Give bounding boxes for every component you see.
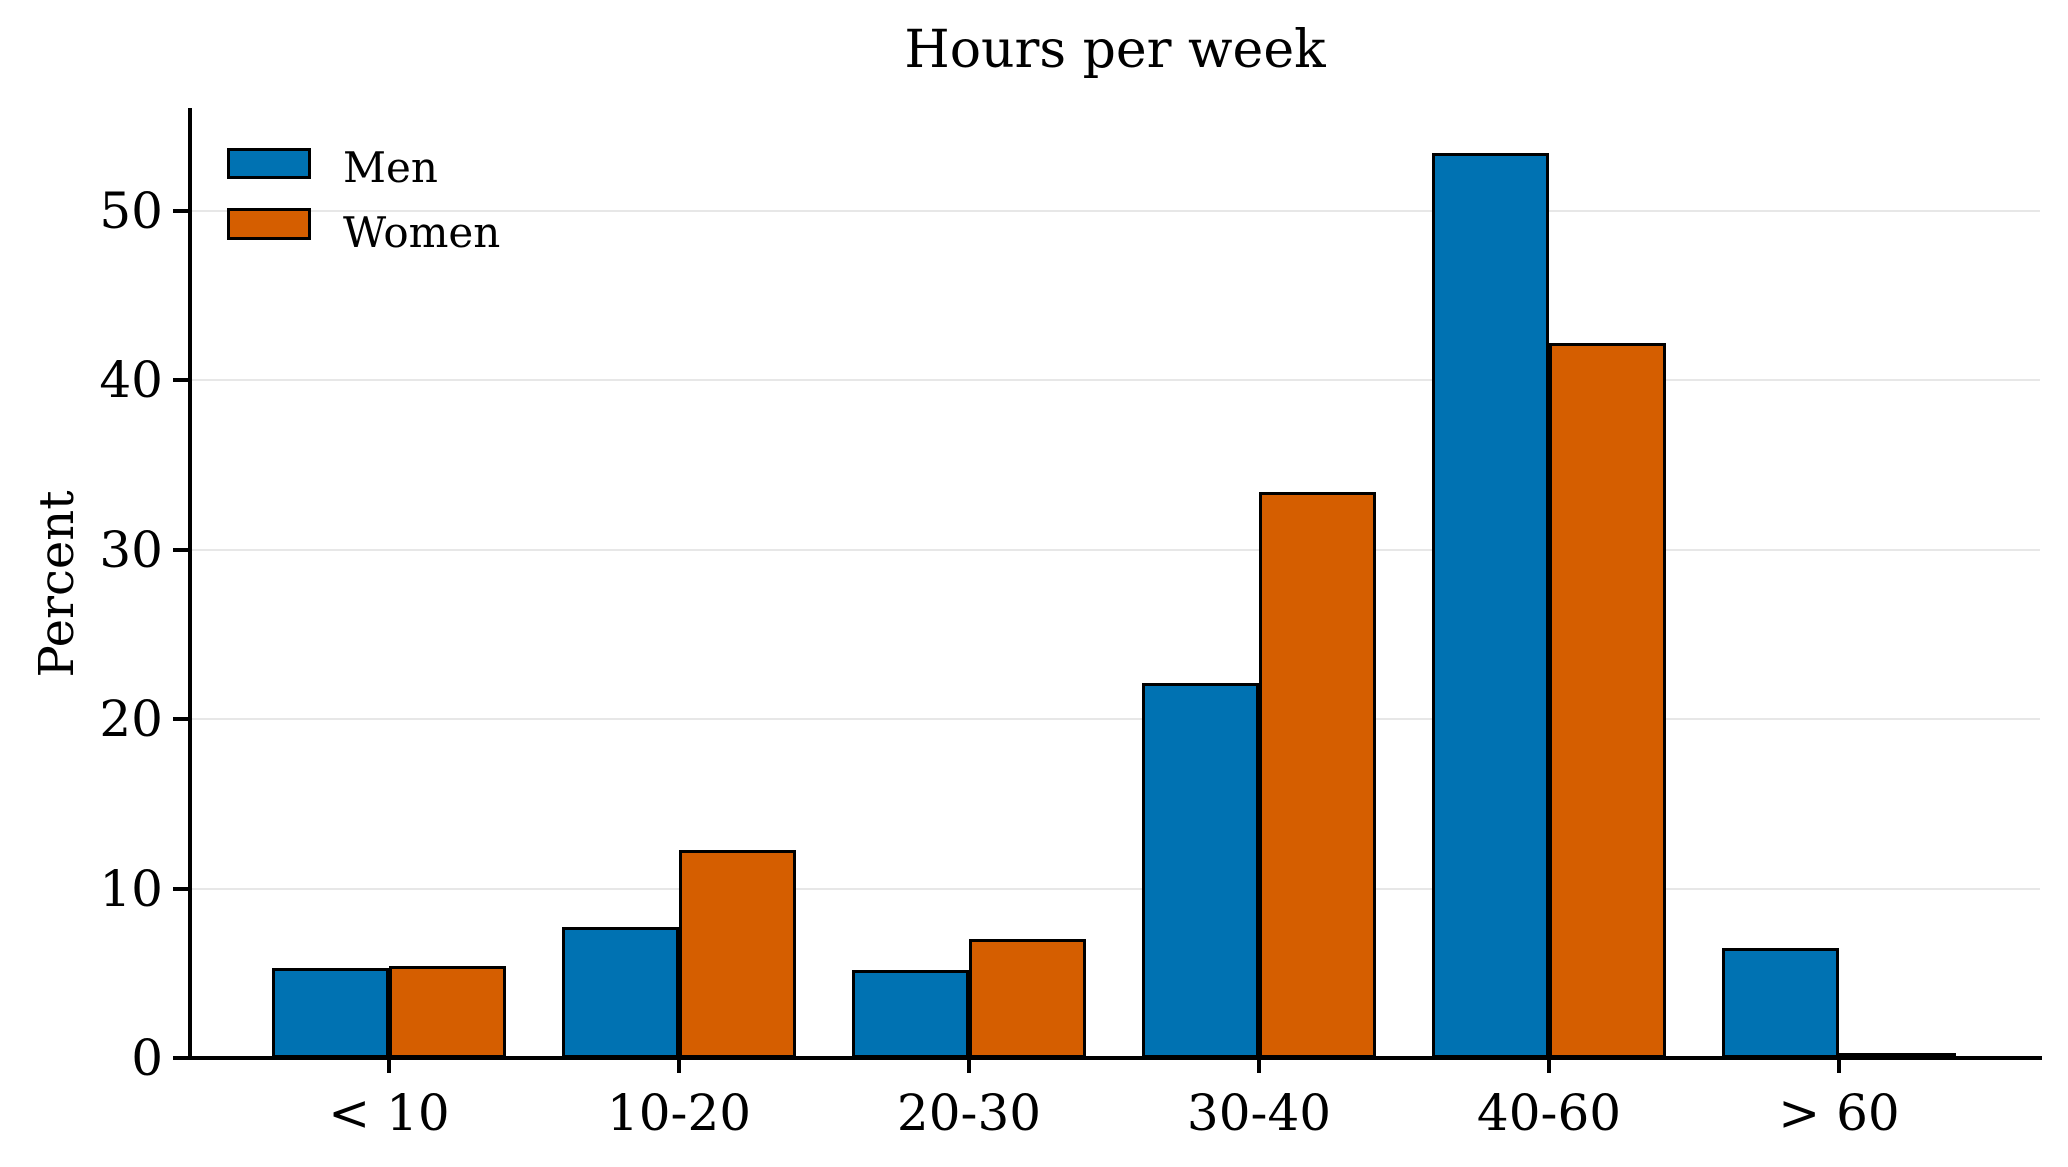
- legend-label-women: Women: [343, 208, 501, 257]
- y-tick-10: [173, 886, 188, 891]
- legend-swatch-men: [227, 148, 311, 179]
- y-axis-label: Percent: [29, 490, 85, 678]
- y-tick-20: [173, 717, 188, 721]
- x-axis-spine: [188, 1056, 2042, 1060]
- x-tick-4: [1257, 1058, 1261, 1073]
- y-tick-label-50: 50: [99, 181, 163, 240]
- bar-women-5: [1549, 342, 1666, 1058]
- chart-title: Hours per week: [904, 20, 1326, 80]
- y-tick-label-40: 40: [99, 351, 163, 409]
- x-tick-label-5: 40-60: [1476, 1084, 1622, 1142]
- bar-women-3: [969, 939, 1086, 1058]
- legend-swatch-women: [227, 208, 311, 240]
- bar-women-4: [1259, 491, 1376, 1058]
- bar-men-3: [852, 969, 969, 1058]
- bar-women-2: [679, 849, 796, 1058]
- x-tick-2: [677, 1058, 681, 1073]
- y-tick-label-10: 10: [99, 859, 163, 918]
- x-tick-5: [1547, 1058, 1551, 1073]
- x-tick-label-2: 10-20: [606, 1084, 752, 1142]
- y-tick-50: [173, 208, 188, 213]
- legend-label-men: Men: [343, 143, 438, 192]
- gridline-y30: [190, 548, 2040, 551]
- y-axis-spine: [188, 108, 192, 1060]
- gridline-y20: [190, 718, 2040, 720]
- x-tick-label-4: 30-40: [1186, 1084, 1332, 1142]
- y-tick-label-0: 0: [131, 1029, 163, 1087]
- bar-men-2: [562, 927, 679, 1058]
- y-tick-label-30: 30: [99, 520, 163, 579]
- gridline-y50: [190, 209, 2040, 212]
- gridline-y40: [190, 379, 2040, 381]
- y-tick-0: [173, 1056, 188, 1060]
- y-tick-label-20: 20: [99, 690, 163, 748]
- x-tick-label-3: 20-30: [896, 1084, 1042, 1142]
- bar-men-1: [272, 968, 389, 1058]
- y-tick-30: [173, 547, 188, 552]
- bar-men-4: [1142, 683, 1259, 1058]
- x-tick-label-1: < 10: [328, 1084, 450, 1142]
- x-tick-3: [967, 1058, 971, 1073]
- gridline-y10: [190, 887, 2040, 890]
- bar-men-5: [1432, 152, 1549, 1058]
- x-tick-1: [387, 1058, 391, 1073]
- y-tick-40: [173, 378, 188, 382]
- x-tick-6: [1837, 1058, 1841, 1073]
- x-tick-label-6: > 60: [1778, 1084, 1900, 1142]
- bar-women-1: [389, 966, 506, 1058]
- bar-men-6: [1722, 947, 1839, 1058]
